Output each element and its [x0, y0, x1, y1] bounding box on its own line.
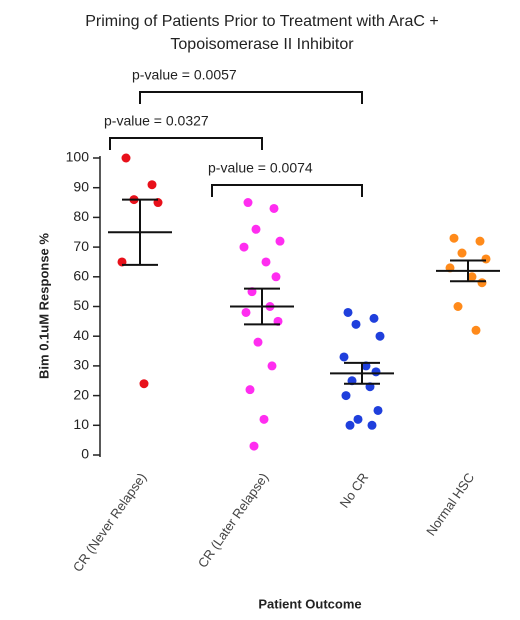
data-point: [251, 224, 261, 234]
y-axis-title: Bim 0.1uM Response %: [36, 233, 51, 379]
y-tick-label: 80: [73, 208, 89, 224]
significance-bracket: [139, 91, 363, 104]
x-axis-title: Patient Outcome: [258, 596, 361, 611]
data-point: [259, 414, 269, 424]
data-point: [481, 254, 491, 264]
data-point: [373, 405, 383, 415]
data-point: [343, 307, 353, 317]
x-tick-label: No CR: [337, 470, 372, 511]
data-point: [239, 242, 249, 252]
data-point: [367, 420, 377, 430]
data-point: [267, 361, 277, 371]
annotation: p-value = 0.0327: [104, 113, 209, 129]
y-tick-label: 90: [73, 178, 89, 194]
chart-title: Priming of Patients Prior to Treatment w…: [85, 13, 438, 30]
data-point: [261, 257, 271, 267]
y-tick-label: 60: [73, 268, 89, 284]
data-point: [339, 352, 349, 362]
data-point: [475, 236, 485, 246]
y-tick-label: 50: [73, 297, 89, 313]
data-point: [245, 385, 255, 395]
annotation: p-value = 0.0057: [132, 67, 237, 83]
x-tick-label: CR (Later Relapse): [195, 470, 272, 570]
data-point: [121, 153, 131, 163]
data-point: [457, 248, 467, 258]
data-point: [269, 203, 279, 213]
data-point: [243, 198, 253, 208]
data-point: [477, 278, 487, 288]
data-point: [351, 319, 361, 329]
significance-bracket: [109, 137, 263, 150]
data-point: [467, 272, 477, 282]
data-point: [375, 331, 385, 341]
data-point: [369, 313, 379, 323]
y-tick-label: 70: [73, 238, 89, 254]
data-point: [341, 391, 351, 401]
data-point: [271, 272, 281, 282]
y-tick-label: 0: [81, 446, 89, 462]
y-tick-label: 20: [73, 386, 89, 402]
y-tick-label: 10: [73, 416, 89, 432]
data-point: [147, 180, 157, 190]
data-point: [453, 302, 463, 311]
data-point: [241, 307, 251, 317]
x-tick-label: Normal HSC: [423, 470, 477, 538]
chart-title: Topoisomerase II Inhibitor: [170, 36, 354, 53]
data-point: [371, 367, 381, 377]
data-point: [471, 325, 481, 335]
data-point: [449, 233, 459, 243]
x-tick-label: CR (Never Relapse): [70, 470, 149, 574]
y-tick-label: 30: [73, 357, 89, 373]
data-point: [275, 236, 285, 246]
data-point: [249, 441, 259, 451]
data-point: [139, 379, 149, 389]
annotation: p-value = 0.0074: [208, 160, 313, 176]
y-tick-label: 40: [73, 327, 89, 343]
significance-bracket: [211, 184, 363, 197]
data-point: [253, 337, 263, 347]
y-tick-label: 100: [66, 149, 90, 165]
data-point: [345, 420, 355, 430]
data-point: [353, 414, 363, 424]
